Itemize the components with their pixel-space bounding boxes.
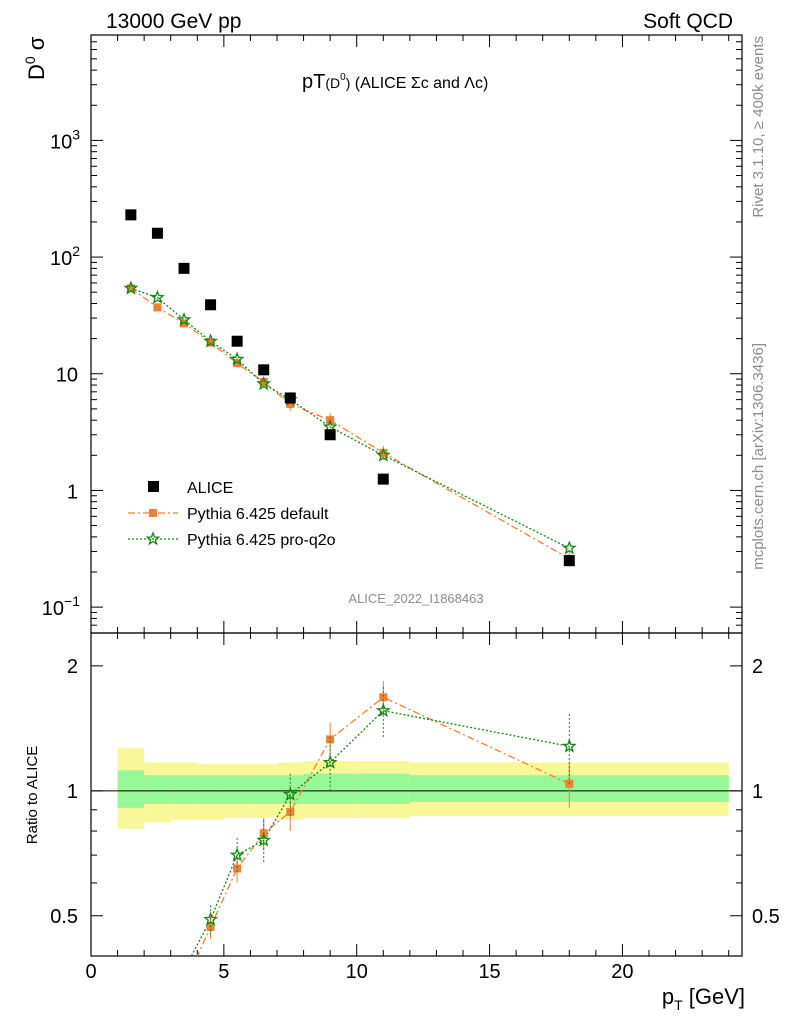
ratio-default-point (379, 693, 388, 702)
series-alice-point (377, 473, 389, 485)
y-tick-label: 102 (50, 243, 80, 270)
ratio-default-point (326, 735, 335, 744)
legend-alice-marker (148, 481, 159, 492)
plot-title: pT(D0) (ALICE Σc and Λc) (302, 71, 488, 93)
series-default-point (126, 284, 135, 293)
series-default-point (259, 377, 268, 386)
series-pro-point (561, 540, 577, 555)
band-inner (170, 775, 198, 804)
ratio-y-tick-label: 2 (67, 656, 78, 678)
band-inner (117, 770, 145, 808)
x-tick-label: 10 (346, 961, 368, 983)
ratio-pro-point (256, 832, 272, 847)
legend-pro-marker (145, 531, 161, 546)
header-energy: 13000 GeV pp (106, 10, 241, 33)
ratio-default-point (180, 981, 188, 989)
rivet-label: Rivet 3.1.10, ≥ 400k events (750, 36, 767, 218)
series-pro-point (123, 280, 139, 295)
ratio-pro-point (178, 964, 189, 975)
series-default-point (153, 303, 162, 312)
series-default-point (286, 400, 295, 409)
ratio-pro-point (229, 847, 245, 862)
ratio-frame (90, 632, 743, 957)
ratio-pro-point (561, 738, 577, 753)
ratio-default-point (286, 807, 295, 816)
series-alice-point (151, 227, 163, 239)
legend-default-label: Pythia 6.425 default (187, 506, 329, 523)
band-inner (250, 775, 277, 804)
ratio-default-line (196, 696, 570, 956)
ratio-pro-line (190, 709, 570, 956)
x-tick-label: 0 (85, 961, 96, 983)
band-inner (223, 775, 251, 804)
ratio-y-tick-label-right: 2 (752, 656, 763, 678)
series-pro-point (256, 375, 272, 391)
main-panel: 10−1 1 10 102 103 (42, 34, 743, 634)
ratio-y-tick-label-right: 1 (752, 781, 763, 803)
ratio-y-label: Ratio to ALICE (24, 746, 41, 844)
series-alice-point (563, 555, 575, 567)
y-tick-label: 10 (56, 365, 78, 387)
series-alice-point (324, 429, 336, 441)
ratio-panel: 0 5 10 15 20 0.5 0.5 1 1 2 2 (50, 632, 780, 989)
series-alice-point (125, 209, 137, 221)
series-default-point (206, 338, 215, 347)
x-tick-label: 5 (218, 961, 229, 983)
series-alice-point (284, 392, 296, 404)
ratio-pro-point (322, 754, 338, 769)
ratio-y-tick-label: 1 (67, 781, 78, 803)
series-default-point (233, 359, 242, 368)
series-pro-line (130, 287, 570, 549)
series-pro-point (203, 333, 219, 348)
ratio-y-tick-label-right: 0.5 (752, 906, 780, 928)
series-alice-point (231, 335, 243, 347)
y-axis-label: D0 σ (22, 36, 49, 80)
analysis-id: ALICE_2022_I1868463 (348, 591, 483, 606)
series-alice-point (258, 364, 270, 376)
band-inner (144, 775, 171, 804)
legend-pro-star (145, 531, 161, 546)
header-process: Soft QCD (643, 10, 733, 33)
series-default-point (379, 448, 388, 457)
y-tick-label: 10−1 (42, 593, 80, 620)
ratio-pro-point (282, 786, 298, 801)
series-default-line (130, 287, 570, 560)
series-pro-point (375, 447, 391, 462)
ratio-y-tick-label: 0.5 (50, 906, 78, 928)
legend-alice-label: ALICE (187, 480, 233, 497)
ratio-pro-point (375, 702, 391, 717)
series-alice-point (178, 262, 190, 274)
series-pro-point (176, 311, 192, 327)
series-pro-point (149, 289, 165, 304)
ratio-series-group (178, 680, 577, 989)
ratio-default-point (233, 864, 242, 873)
band-inner (197, 775, 224, 804)
series-pro-point (229, 351, 245, 366)
x-tick-label: 15 (478, 961, 500, 983)
x-tick-label: 20 (611, 961, 633, 983)
series-alice-point (205, 299, 217, 311)
series-default-point (180, 319, 188, 328)
ratio-pro-point (203, 911, 219, 926)
x-axis-label: pT [GeV] (662, 984, 745, 1013)
y-tick-label: 1 (67, 481, 78, 503)
band-inner (356, 773, 410, 804)
mcplots-label: mcplots.cern.ch [arXiv:1306.3436] (750, 343, 767, 570)
legend-pro-label: Pythia 6.425 pro-q2o (187, 532, 336, 549)
legend: ALICE Pythia 6.425 default Pythia 6.425 … (128, 480, 336, 549)
legend-default-marker (149, 509, 157, 517)
y-tick-label: 103 (50, 126, 80, 153)
